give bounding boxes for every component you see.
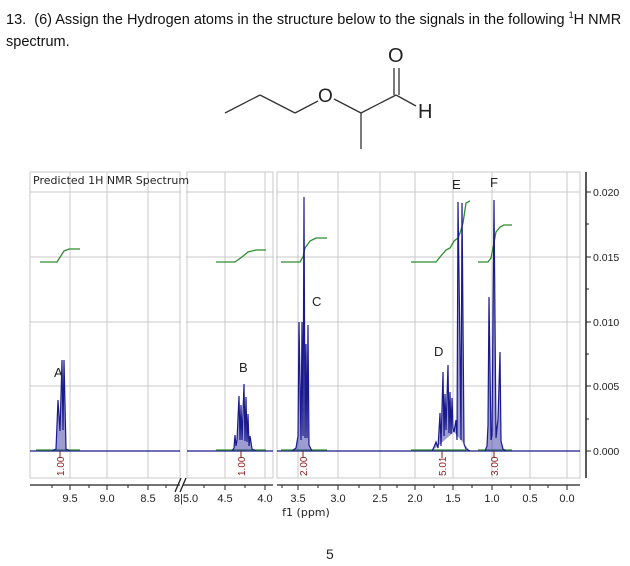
question-points: (6)	[34, 12, 52, 28]
x-tick-0.0: 0.0	[559, 493, 574, 505]
x-tick-3.0: 3.0	[330, 493, 345, 505]
superscript-1: 1	[568, 10, 574, 20]
peak-label-e: E	[452, 177, 461, 192]
x-axis	[30, 477, 580, 493]
x-tick-9.0: 9.0	[99, 493, 114, 505]
x-axis-label: f1 (ppm)	[282, 506, 330, 519]
ether-oxygen-label: O	[318, 86, 333, 107]
peak-label-d: D	[434, 344, 443, 359]
integral-value-f: 3.00	[490, 456, 501, 476]
integral-values: 1.00 1.00 2.00 5.01 3.00	[56, 456, 501, 476]
x-tick-3.5: 3.5	[290, 493, 305, 505]
nmr-chart: Predicted 1H NMR Spectrum A B C D E F	[29, 170, 619, 519]
peak-labels: A B C D E F	[54, 175, 498, 380]
integral-value-a: 1.00	[56, 456, 67, 476]
y-tick-0.015: 0.015	[593, 252, 619, 264]
x-tick-break: 8|5.0	[174, 493, 198, 505]
x-tick-4.5: 4.5	[217, 493, 232, 505]
molecule-structure: O O H	[224, 45, 432, 149]
x-tick-1.0: 1.0	[484, 493, 499, 505]
integral-value-b: 1.00	[237, 456, 248, 476]
x-tick-2.0: 2.0	[407, 493, 422, 505]
question-text: 13. (6) Assign the Hydrogen atoms in the…	[6, 4, 626, 53]
question-body-end: H NMR spectrum.	[6, 12, 622, 50]
x-tick-2.5: 2.5	[372, 493, 387, 505]
x-tick-0.5: 0.5	[522, 493, 537, 505]
peak-b	[231, 383, 257, 452]
y-tick-0.005: 0.005	[593, 381, 619, 393]
peak-label-b: B	[239, 360, 248, 375]
x-axis-ticks	[51, 485, 568, 490]
y-tick-labels: 0.020 0.015 0.010 0.005 0.000	[593, 187, 619, 458]
integral-ticks	[59, 451, 495, 458]
peak-d	[431, 364, 455, 452]
gridlines	[30, 172, 580, 478]
peak-f	[484, 199, 507, 452]
x-tick-labels: 9.5 9.0 8.5 8|5.0 4.5 4.0 3.5 3.0 2.5 2.…	[62, 493, 574, 505]
integral-value-de: 5.01	[438, 456, 449, 476]
carbonyl-oxygen-label: O	[388, 45, 404, 67]
integral-value-c: 2.00	[299, 456, 310, 476]
peak-e	[453, 201, 471, 452]
x-tick-4.0: 4.0	[257, 493, 272, 505]
peak-c	[291, 196, 313, 452]
chart-title: Predicted 1H NMR Spectrum	[33, 174, 189, 187]
x-tick-1.5: 1.5	[445, 493, 460, 505]
peak-label-a: A	[54, 365, 63, 380]
peak-a	[51, 359, 71, 452]
question-number: 13.	[6, 12, 27, 28]
x-tick-8.5: 8.5	[140, 493, 155, 505]
peak-label-f: F	[490, 175, 498, 190]
question-body: Assign the Hydrogen atoms in the structu…	[55, 12, 569, 28]
aldehyde-h-label: H	[418, 101, 432, 123]
y-tick-0.020: 0.020	[593, 187, 619, 199]
page-number: 5	[326, 546, 334, 562]
peak-label-c: C	[312, 294, 321, 309]
x-tick-9.5: 9.5	[62, 493, 77, 505]
y-tick-0.010: 0.010	[593, 317, 619, 329]
y-tick-0.000: 0.000	[593, 446, 619, 458]
y-axis-ticks	[586, 191, 591, 452]
